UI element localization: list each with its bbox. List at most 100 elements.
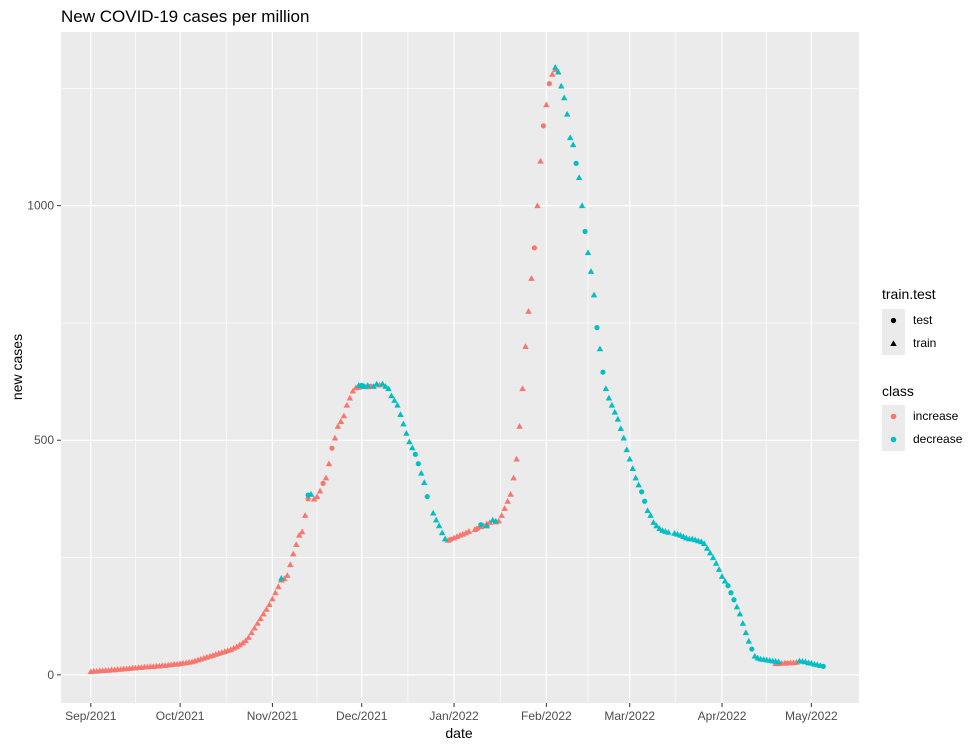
data-point-increase-train	[337, 418, 345, 425]
legend-label-test: test	[913, 313, 933, 327]
data-point-decrease-train	[590, 291, 598, 298]
x-tick-label: Dec/2021	[336, 709, 388, 723]
data-point-decrease-train	[587, 268, 595, 274]
data-point-decrease-train	[650, 519, 657, 525]
data-point-increase-train	[516, 422, 523, 429]
y-tick-label: 0	[47, 668, 54, 682]
data-point-decrease-test	[820, 663, 826, 670]
data-point-decrease-train	[307, 490, 315, 497]
data-point-decrease-train	[745, 637, 753, 644]
legend-label-increase: increase	[913, 409, 959, 423]
data-point-decrease-train	[736, 610, 744, 617]
data-point-decrease-train	[611, 408, 619, 415]
data-point-increase-train	[248, 629, 255, 636]
data-point-decrease-train	[394, 401, 401, 408]
x-tick-label: Apr/2022	[698, 709, 747, 723]
data-point-increase-test	[546, 81, 552, 87]
data-point-decrease-train	[406, 438, 413, 445]
data-point-decrease-train	[432, 516, 440, 523]
data-point-decrease-train	[629, 465, 636, 471]
data-point-decrease-train	[632, 474, 639, 481]
data-point-increase-train	[534, 202, 541, 209]
data-point-decrease-train	[552, 63, 559, 70]
data-point-decrease-train	[718, 573, 726, 579]
data-point-increase-train	[296, 531, 303, 538]
y-axis: 0 500 1000	[27, 199, 61, 682]
data-point-increase-train	[537, 157, 544, 164]
data-point-increase-train	[510, 474, 517, 481]
data-point-decrease-test	[594, 325, 600, 331]
data-point-decrease-test	[582, 228, 588, 235]
data-point-increase-train	[298, 528, 306, 535]
y-axis-title: new cases	[9, 334, 25, 400]
legend-key-train	[890, 340, 897, 347]
data-point-decrease-test	[573, 160, 579, 166]
data-point-decrease-test	[749, 646, 755, 652]
data-point-decrease-train	[403, 429, 410, 436]
legend-key-test	[890, 317, 897, 324]
data-point-decrease-test	[412, 451, 418, 457]
data-point-increase-train	[525, 307, 532, 314]
data-point-decrease-train	[721, 577, 729, 584]
data-point-decrease-train	[605, 394, 613, 401]
data-point-decrease-train	[385, 385, 392, 392]
data-point-increase-test	[531, 245, 538, 251]
data-point-increase-train	[287, 561, 294, 568]
data-point-increase-train	[254, 620, 261, 626]
data-point-decrease-train	[602, 385, 610, 392]
data-point-increase-train	[322, 474, 330, 481]
data-point-increase-train	[263, 605, 270, 612]
data-point-decrease-train	[278, 574, 285, 581]
data-point-increase-train	[236, 641, 243, 648]
data-point-increase-train	[245, 634, 252, 640]
x-tick-label: Mar/2022	[604, 709, 655, 723]
data-point-decrease-test	[424, 493, 430, 500]
data-point-decrease-train	[665, 529, 672, 535]
data-point-decrease-train	[626, 455, 633, 462]
data-point-increase-test	[540, 123, 546, 129]
data-point-decrease-train	[617, 425, 624, 432]
data-point-increase-train	[465, 528, 473, 534]
data-point-increase-train	[269, 595, 276, 602]
data-point-increase-train	[331, 434, 339, 441]
data-point-increase-train	[498, 512, 505, 518]
data-point-decrease-train	[492, 517, 499, 524]
data-point-decrease-train	[430, 509, 437, 516]
y-tick-label: 1000	[27, 199, 54, 213]
data-point-increase-train	[257, 615, 264, 622]
data-point-increase-train	[334, 422, 342, 429]
data-point-decrease-train	[379, 380, 386, 387]
data-point-decrease-train	[703, 544, 711, 551]
data-point-decrease-train	[751, 652, 758, 659]
data-point-increase-train	[349, 387, 357, 394]
data-point-increase-train	[486, 519, 493, 525]
data-point-increase-train	[275, 583, 282, 590]
data-point-decrease-train	[382, 383, 389, 389]
legend-title-train-test: train.test	[882, 286, 936, 302]
data-point-decrease-train	[623, 446, 630, 453]
data-point-decrease-train	[706, 549, 714, 556]
data-point-decrease-train	[441, 535, 449, 542]
data-point-increase-train	[522, 343, 529, 349]
data-point-decrease-train	[700, 540, 708, 547]
data-point-decrease-test	[728, 590, 734, 596]
data-point-increase-train	[325, 460, 333, 467]
data-point-increase-train	[301, 512, 309, 518]
legend-title-class: class	[882, 383, 914, 399]
x-tick-label: Feb/2022	[521, 709, 572, 723]
data-point-decrease-train	[566, 134, 574, 141]
data-point-decrease-test	[725, 583, 731, 589]
legend-label-train: train	[913, 336, 936, 350]
data-point-decrease-train	[364, 382, 371, 388]
data-point-decrease-train	[555, 68, 562, 75]
data-point-increase-train	[310, 495, 318, 502]
data-point-increase-train	[239, 639, 246, 646]
data-point-increase-train	[284, 572, 291, 578]
data-point-decrease-train	[644, 507, 651, 514]
panel-background	[61, 32, 859, 703]
x-tick-label: Oct/2021	[156, 709, 205, 723]
data-point-increase-train	[549, 71, 556, 77]
data-point-decrease-train	[697, 538, 705, 545]
data-point-decrease-train	[558, 82, 565, 89]
data-point-increase-train	[343, 401, 351, 408]
